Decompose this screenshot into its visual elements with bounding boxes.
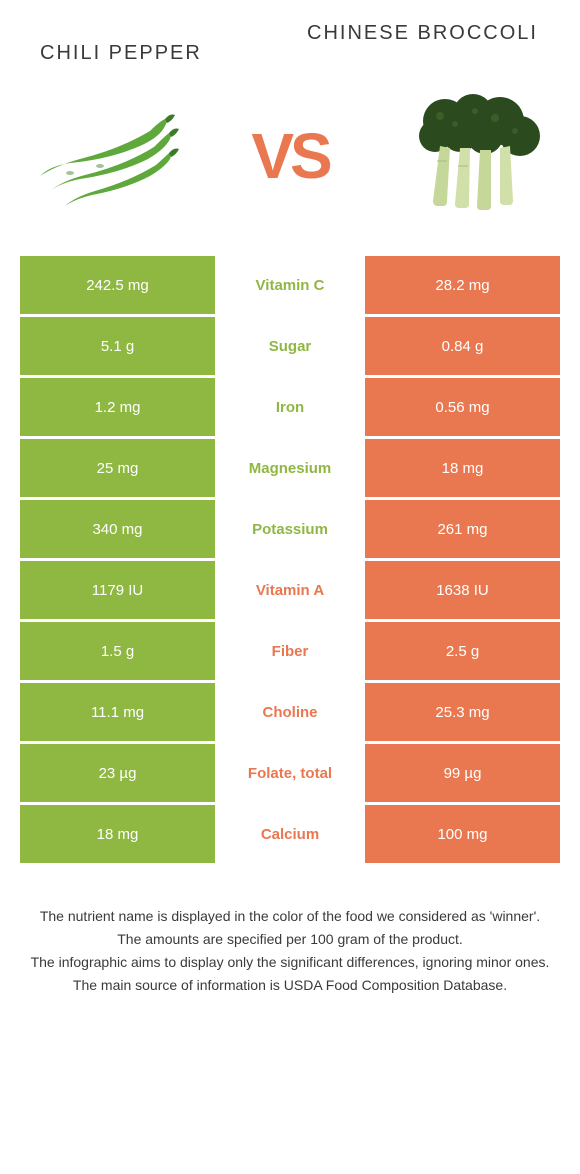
nutrient-label: Vitamin C — [215, 256, 365, 314]
title-right: Chinese broccoli — [295, 20, 550, 46]
footer: The nutrient name is displayed in the co… — [0, 866, 580, 996]
right-value: 0.56 mg — [365, 378, 560, 436]
right-value: 261 mg — [365, 500, 560, 558]
nutrient-label: Sugar — [215, 317, 365, 375]
left-value: 18 mg — [20, 805, 215, 863]
broccoli-image — [380, 86, 560, 226]
nutrient-label: Folate, total — [215, 744, 365, 802]
right-value: 1638 IU — [365, 561, 560, 619]
table-row: 11.1 mgCholine25.3 mg — [20, 683, 560, 741]
header: Chili pepper Chinese broccoli — [0, 0, 580, 76]
table-row: 23 µgFolate, total99 µg — [20, 744, 560, 802]
nutrient-label: Calcium — [215, 805, 365, 863]
table-row: 5.1 gSugar0.84 g — [20, 317, 560, 375]
right-value: 25.3 mg — [365, 683, 560, 741]
left-value: 340 mg — [20, 500, 215, 558]
footer-line-1: The nutrient name is displayed in the co… — [30, 906, 550, 927]
table-row: 1.2 mgIron0.56 mg — [20, 378, 560, 436]
nutrient-label: Potassium — [215, 500, 365, 558]
right-value: 28.2 mg — [365, 256, 560, 314]
nutrient-label: Fiber — [215, 622, 365, 680]
left-value: 23 µg — [20, 744, 215, 802]
table-row: 242.5 mgVitamin C28.2 mg — [20, 256, 560, 314]
left-value: 1.2 mg — [20, 378, 215, 436]
left-value: 1.5 g — [20, 622, 215, 680]
nutrient-label: Iron — [215, 378, 365, 436]
footer-line-3: The infographic aims to display only the… — [30, 952, 550, 973]
chili-pepper-image — [20, 86, 200, 226]
table-row: 25 mgMagnesium18 mg — [20, 439, 560, 497]
right-value: 99 µg — [365, 744, 560, 802]
left-value: 5.1 g — [20, 317, 215, 375]
right-value: 0.84 g — [365, 317, 560, 375]
nutrient-label: Choline — [215, 683, 365, 741]
title-left: Chili pepper — [30, 20, 295, 66]
left-value: 1179 IU — [20, 561, 215, 619]
table-row: 340 mgPotassium261 mg — [20, 500, 560, 558]
left-value: 242.5 mg — [20, 256, 215, 314]
nutrition-table: 242.5 mgVitamin C28.2 mg5.1 gSugar0.84 g… — [20, 256, 560, 863]
right-value: 2.5 g — [365, 622, 560, 680]
images-row: VS — [0, 76, 580, 256]
table-row: 1179 IUVitamin A1638 IU — [20, 561, 560, 619]
footer-line-4: The main source of information is USDA F… — [30, 975, 550, 996]
nutrient-label: Vitamin A — [215, 561, 365, 619]
table-row: 18 mgCalcium100 mg — [20, 805, 560, 863]
footer-line-2: The amounts are specified per 100 gram o… — [30, 929, 550, 950]
right-value: 18 mg — [365, 439, 560, 497]
nutrient-label: Magnesium — [215, 439, 365, 497]
table-row: 1.5 gFiber2.5 g — [20, 622, 560, 680]
left-value: 25 mg — [20, 439, 215, 497]
vs-label: VS — [251, 119, 328, 193]
left-value: 11.1 mg — [20, 683, 215, 741]
right-value: 100 mg — [365, 805, 560, 863]
